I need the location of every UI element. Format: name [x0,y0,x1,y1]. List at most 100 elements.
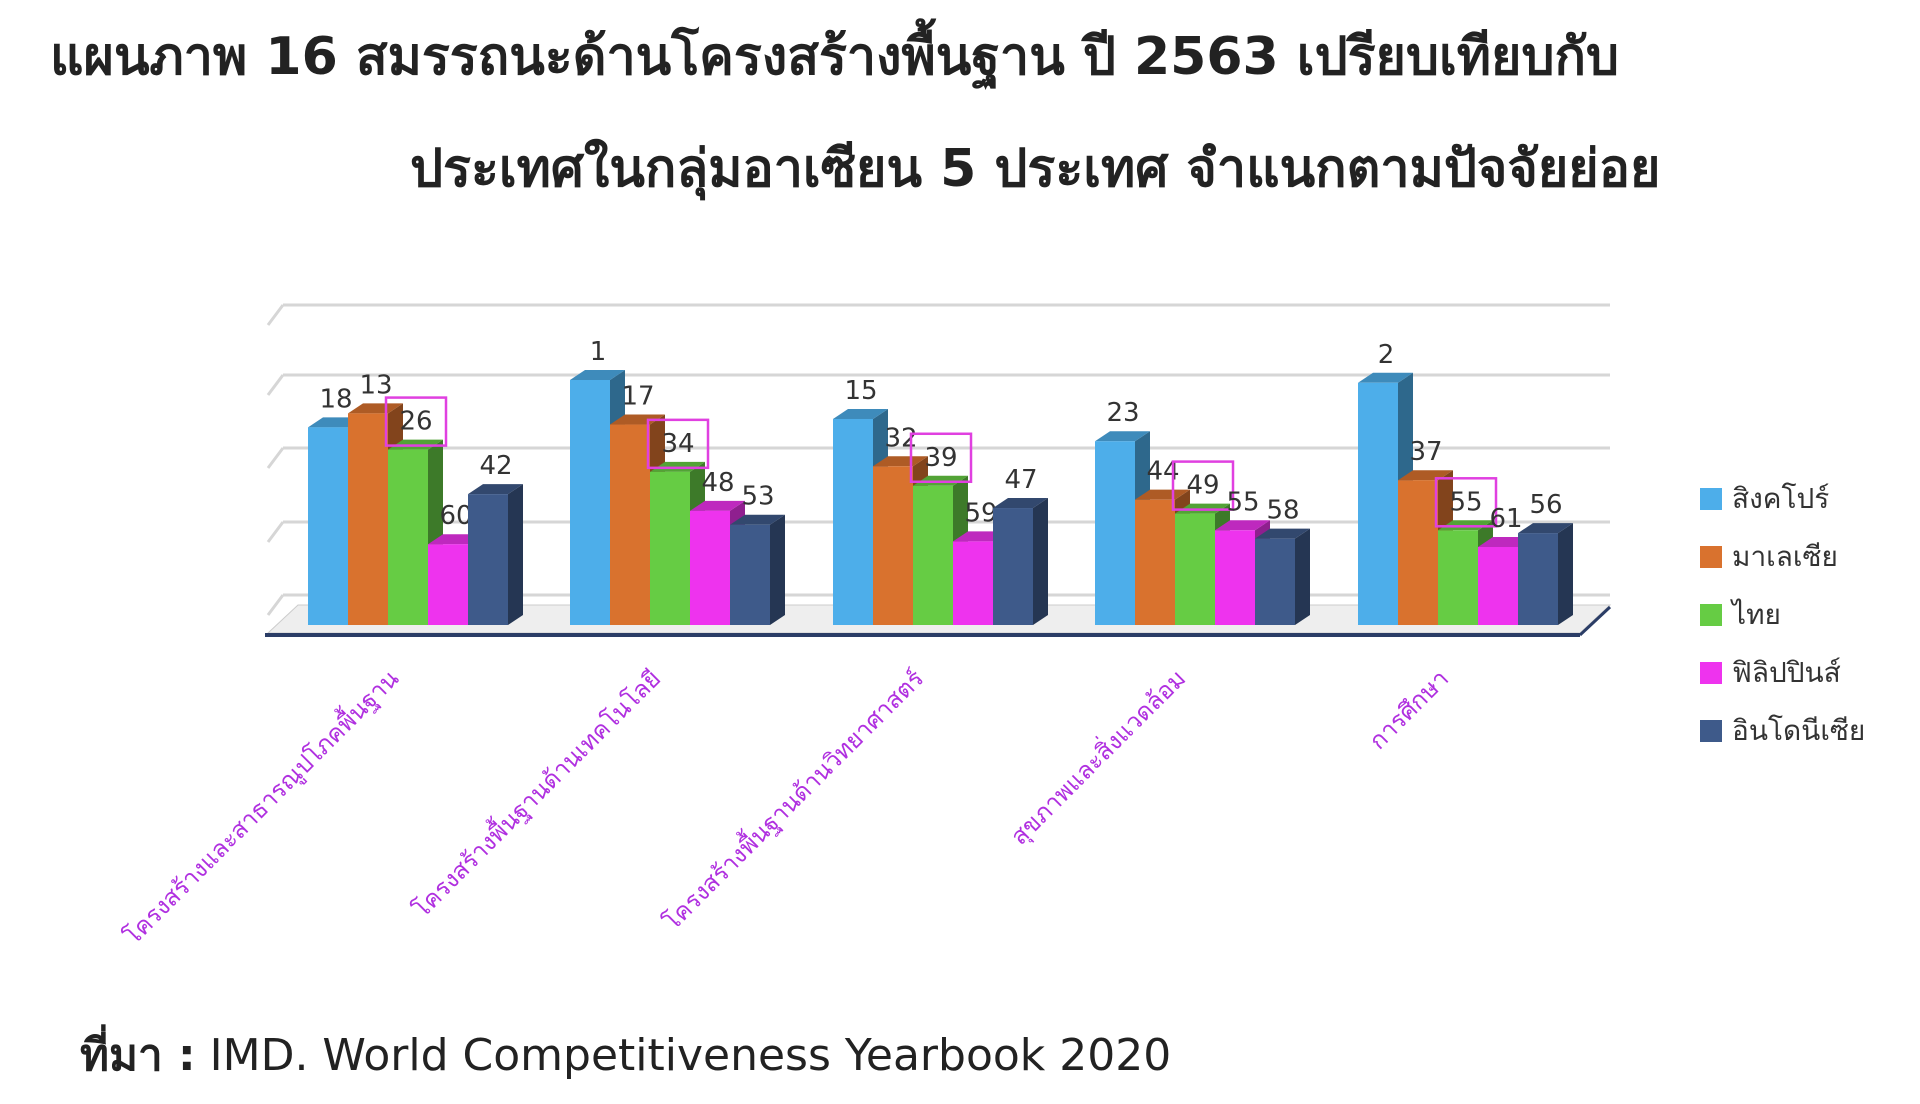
data-label: 55 [1449,487,1482,517]
bar [348,413,388,625]
bar [1438,530,1478,625]
bar-side [1295,528,1310,625]
bar-top [833,408,888,419]
legend-swatch [1700,604,1722,626]
gridline-tick [266,374,285,396]
data-label: 49 [1186,471,1219,501]
bar [690,510,730,625]
data-label: 2 [1378,340,1395,370]
source-text: IMD. World Competitiveness Yearbook 2020 [209,1030,1172,1081]
data-label: 53 [741,482,774,512]
gridline-tick [266,521,285,543]
bar [1478,547,1518,625]
bar [428,544,468,625]
bar [1255,538,1295,625]
highlight-box [1434,477,1498,528]
highlight-box [384,396,448,447]
bar-top [570,370,625,380]
x-axis-depth-line [1578,605,1612,637]
bar-side [508,484,523,625]
legend-item: สิงคโปร์ [1700,470,1865,528]
data-label: 26 [399,407,432,437]
chart-title-line1: แผนภาพ 16 สมรรถนะด้านโครงสร้างพื้นฐาน ปี… [50,27,1620,87]
data-label: 37 [1409,437,1442,467]
data-label: 32 [884,423,917,453]
data-label: 1 [590,337,607,367]
bar [468,494,508,625]
bar [993,508,1033,625]
data-label: 17 [621,382,654,412]
bar [610,424,650,625]
bar-top [873,456,928,467]
category-label: โครงสร้างพื้นฐานด้านเทคโนโลยี [405,662,667,924]
data-label: 47 [1004,465,1037,495]
data-label: 59 [964,498,997,528]
bar [953,541,993,625]
bar [308,427,348,625]
bar [388,449,428,625]
data-label: 18 [319,384,352,414]
bar-top [1135,489,1190,500]
bar-side [770,514,785,625]
bar-top [730,514,785,525]
chart-legend: สิงคโปร์มาเลเซียไทยฟิลิปปินส์อินโดนีเซีย [1700,470,1865,760]
data-label: 15 [844,376,877,406]
bar-top [993,498,1048,509]
bar [1095,441,1135,625]
gridline-tick [266,447,285,469]
category-label: การศึกษา [1364,664,1454,754]
legend-item: ฟิลิปปินส์ [1700,644,1865,702]
source-note: ที่มา : IMD. World Competitiveness Yearb… [80,1020,1171,1090]
data-label: 58 [1266,496,1299,526]
bar [570,380,610,625]
bar [913,485,953,625]
highlight-box [646,418,710,470]
bar [1175,513,1215,625]
bar [833,418,873,625]
data-label: 56 [1529,490,1562,520]
bar-top [1358,372,1413,383]
bar-top [1255,528,1310,539]
source-label: ที่มา : [80,1030,196,1081]
bar-top [1518,523,1573,534]
legend-label: อินโดนีเซีย [1732,714,1866,747]
legend-label: ฟิลิปปินส์ [1732,656,1841,689]
legend-swatch [1700,546,1722,568]
data-label: 48 [701,468,734,498]
legend-swatch [1700,662,1722,684]
legend-item: ไทย [1700,586,1865,644]
legend-label: มาเลเซีย [1732,540,1838,573]
data-label: 55 [1226,487,1259,517]
category-label: สุขภาพและสิ่งแวดล้อม [1003,662,1192,851]
bar [873,466,913,625]
highlight-box [909,432,973,484]
bar [730,524,770,625]
data-label: 39 [924,443,957,473]
bar [650,471,690,625]
data-label: 23 [1106,398,1139,428]
gridline-tick [266,594,285,616]
bar-side [1033,498,1048,625]
bar [1358,382,1398,625]
bar-top [1095,431,1150,442]
bar-top [468,484,523,495]
category-label: โครงสร้างพื้นฐานด้านวิทยาศาสตร์ [655,662,929,936]
data-label: 60 [439,501,472,531]
bar-top [1215,520,1270,531]
bar-side [1558,523,1573,625]
legend-item: มาเลเซีย [1700,528,1865,586]
data-label: 34 [661,429,694,459]
legend-label: สิงคโปร์ [1732,482,1830,515]
legend-swatch [1700,488,1722,510]
chart-title-line2: ประเทศในกลุ่มอาเซียน 5 ประเทศ จำแนกตามปั… [410,139,1661,199]
bar [1398,480,1438,625]
legend-swatch [1700,720,1722,742]
legend-label: ไทย [1732,598,1781,631]
bar [1518,533,1558,625]
data-label: 42 [479,451,512,481]
bar-top [348,403,403,414]
bar-top [690,500,745,511]
highlight-box [1171,460,1235,511]
legend-item: อินโดนีเซีย [1700,702,1865,760]
data-label: 61 [1489,504,1522,534]
